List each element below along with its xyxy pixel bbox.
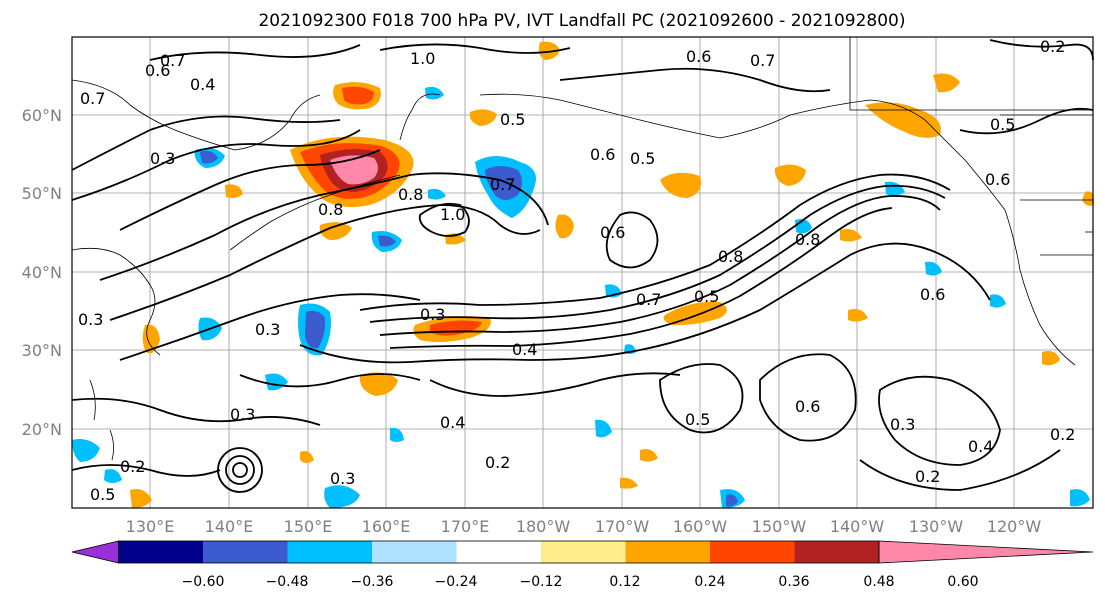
lon-label: 150°W xyxy=(752,517,807,536)
colorbar-segment xyxy=(372,541,457,563)
contour-label: 0.3 xyxy=(150,149,175,168)
lat-label: 30°N xyxy=(22,341,62,360)
contour-label: 0.7 xyxy=(636,290,661,309)
contour-label: 0.3 xyxy=(890,415,915,434)
colorbar-segment xyxy=(287,541,372,563)
contour-label: 0.3 xyxy=(255,320,280,339)
contour-label: 0.6 xyxy=(600,223,625,242)
contour-label: 0.3 xyxy=(420,305,445,324)
map-title: 2021092300 F018 700 hPa PV, IVT Landfall… xyxy=(258,11,905,31)
contour-label: 0.2 xyxy=(1050,425,1075,444)
contour-label: 0.5 xyxy=(685,410,710,429)
contour-label: 0.6 xyxy=(145,61,170,80)
contour-label: 0.4 xyxy=(512,340,537,359)
colorbar-tick-label: −0.36 xyxy=(351,574,394,590)
colorbar-tick-label: −0.48 xyxy=(266,574,309,590)
colorbar-tick-label: 0.36 xyxy=(778,574,809,590)
contour-label: 0.5 xyxy=(500,110,525,129)
lon-label: 140°W xyxy=(830,517,885,536)
contour-label: 0.6 xyxy=(686,47,711,66)
lon-label: 170°E xyxy=(441,517,490,536)
colorbar xyxy=(71,540,1094,564)
contour-label: 0.4 xyxy=(968,437,993,456)
contour-label: 0.6 xyxy=(590,145,615,164)
lon-label: 120°W xyxy=(987,517,1042,536)
lon-label: 150°E xyxy=(284,517,333,536)
contour-label: 0.2 xyxy=(1040,37,1065,56)
lon-label: 170°W xyxy=(595,517,650,536)
colorbar-segment xyxy=(878,540,1094,564)
contour-label: 0.3 xyxy=(78,310,103,329)
contour-label: 0.2 xyxy=(120,457,145,476)
contour-label: 0.2 xyxy=(485,453,510,472)
map-frame xyxy=(71,36,1094,509)
colorbar-tick-label: 0.48 xyxy=(863,574,894,590)
lon-label: 130°W xyxy=(909,517,964,536)
contour-label: 0.8 xyxy=(318,200,343,219)
contour-label: 0.5 xyxy=(630,149,655,168)
graticule xyxy=(72,37,1093,508)
colorbar-tick-label: −0.24 xyxy=(435,574,478,590)
colorbar-outline xyxy=(118,540,880,564)
contour-label: 0.7 xyxy=(490,175,515,194)
colorbar-segment xyxy=(625,541,710,563)
colorbar-ticks: −0.60 −0.48 −0.36 −0.24 −0.12 0.12 0.24 … xyxy=(182,574,979,590)
colorbar-segment xyxy=(456,541,541,563)
contour-label: 0.4 xyxy=(440,413,465,432)
colorbar-tick-label: 0.12 xyxy=(609,574,640,590)
contour-label: 0.6 xyxy=(795,397,820,416)
lon-label: 160°W xyxy=(673,517,728,536)
contour-label: 1.0 xyxy=(410,49,435,68)
lat-label: 50°N xyxy=(22,184,62,203)
colorbar-tick-label: −0.12 xyxy=(520,574,563,590)
contour-label: 0.7 xyxy=(750,51,775,70)
contour-label: 0.3 xyxy=(230,405,255,424)
colorbar-segment xyxy=(794,541,879,563)
contour-label: 0.5 xyxy=(90,485,115,504)
contour-label: 0.8 xyxy=(398,185,423,204)
contour-label: 0.8 xyxy=(718,247,743,266)
longitude-labels: 130°E 140°E 150°E 160°E 170°E 180°W 170°… xyxy=(126,517,1042,536)
colorbar-segment xyxy=(710,541,795,563)
lat-label: 40°N xyxy=(22,263,62,282)
lon-label: 180°W xyxy=(516,517,571,536)
lon-label: 140°E xyxy=(205,517,254,536)
colorbar-tick-label: −0.60 xyxy=(182,574,225,590)
contour-label: 0.7 xyxy=(160,51,185,70)
lat-label: 60°N xyxy=(22,106,62,125)
colorbar-segment xyxy=(118,541,203,563)
contour-label: 0.6 xyxy=(920,285,945,304)
lat-label: 20°N xyxy=(22,420,62,439)
lon-label: 160°E xyxy=(362,517,411,536)
colorbar-segment xyxy=(203,541,288,563)
shaded-anomalies xyxy=(72,41,1094,508)
contour-label: 0.7 xyxy=(80,89,105,108)
contour-label: 0.6 xyxy=(985,170,1010,189)
contour-label: 1.0 xyxy=(440,205,465,224)
contour-label: 0.5 xyxy=(990,115,1015,134)
coastlines xyxy=(71,37,1094,461)
colorbar-tick-label: 0.24 xyxy=(694,574,725,590)
contour-labels: 1.0 0.6 0.7 0.6 0.7 0.4 0.3 0.6 0.5 1.0 … xyxy=(78,37,1075,504)
colorbar-tick-label: 0.60 xyxy=(947,574,978,590)
contour-label: 0.2 xyxy=(915,467,940,486)
contour-label: 0.5 xyxy=(694,287,719,306)
colorbar-segment xyxy=(71,540,119,564)
pv-contours xyxy=(71,39,1094,493)
latitude-labels: 60°N 50°N 40°N 30°N 20°N xyxy=(22,106,62,439)
contour-label: 0.8 xyxy=(795,230,820,249)
lon-label: 130°E xyxy=(126,517,175,536)
contour-label: 0.4 xyxy=(190,75,215,94)
contour-label: 0.3 xyxy=(330,469,355,488)
colorbar-segment xyxy=(541,541,626,563)
